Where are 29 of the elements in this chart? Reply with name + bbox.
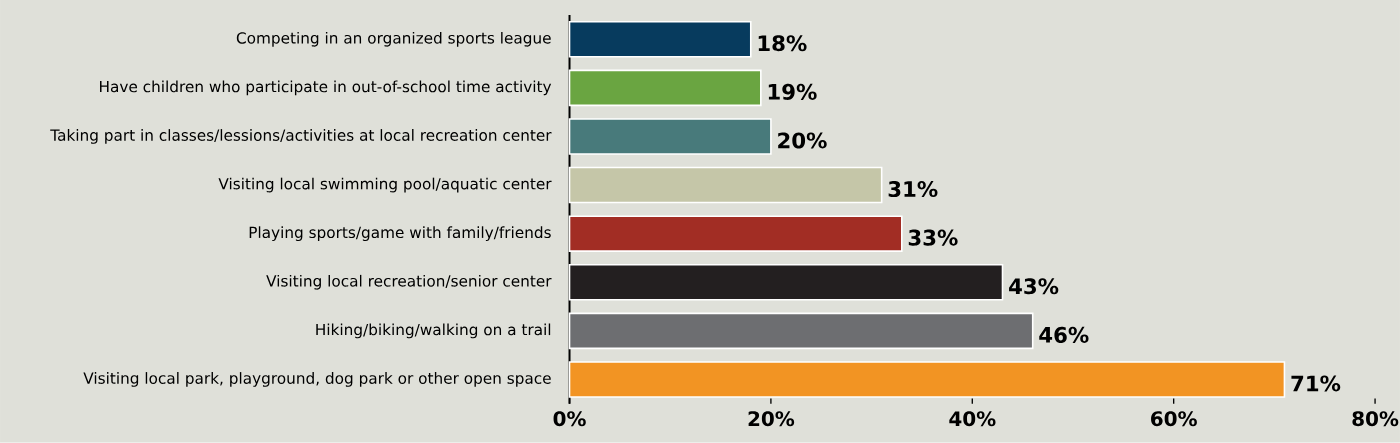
bar <box>568 118 772 155</box>
y-tick-label: Competing in an organized sports league <box>236 32 551 47</box>
data-label: 20% <box>778 132 827 149</box>
bar <box>568 264 1004 301</box>
y-tick-label: Visiting local recreation/senior center <box>266 275 552 290</box>
x-tick-label: 80% <box>1352 411 1399 427</box>
bar <box>568 166 883 204</box>
y-tick-label: Playing sports/game with family/friends <box>249 226 551 242</box>
x-tick-label: 0% <box>553 411 586 427</box>
bar <box>568 312 1034 350</box>
x-tick-label: 60% <box>1151 411 1197 427</box>
bar <box>568 215 903 253</box>
data-label: 71% <box>1291 375 1341 392</box>
y-tick-label: Taking part in classes/lessions/activities at local recreation center <box>50 129 552 145</box>
data-label: 43% <box>1009 278 1059 295</box>
data-label: 18% <box>758 35 807 52</box>
bar <box>568 361 1286 398</box>
y-tick-label: Have children who participate in out-of-school time activity <box>100 80 552 96</box>
data-label: 46% <box>1039 327 1089 344</box>
data-label: 33% <box>908 229 958 246</box>
y-tick-label: Visiting local swimming pool/aquatic center <box>218 177 552 193</box>
y-tick-label: Hiking/biking/walking on a trail <box>316 323 551 339</box>
x-tick-label: 20% <box>748 411 795 427</box>
y-tick-label: Visiting local park, playground, dog park or other open space <box>83 372 551 388</box>
x-tick-label: 40% <box>949 411 996 427</box>
data-label: 31% <box>888 181 938 198</box>
data-label: 19% <box>768 83 817 101</box>
bar <box>568 69 762 107</box>
bar <box>568 21 752 58</box>
